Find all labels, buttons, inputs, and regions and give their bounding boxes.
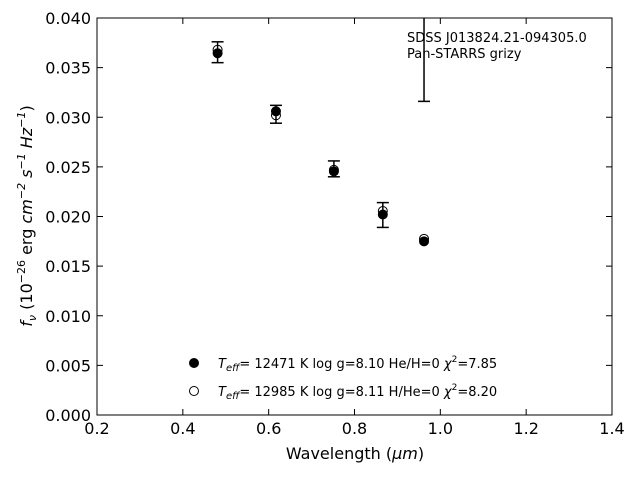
x-tick-label: 0.8 [342,419,367,438]
x-tick-label: 0.4 [170,419,195,438]
y-axis-label: fν (10−26 erg cm−2 s−1 Hz−1) [15,105,39,326]
data-point-open [212,44,223,55]
data-point-open [328,164,339,175]
x-axis-label: Wavelength (μm) [286,444,424,463]
data-point-open [270,110,281,121]
legend: Teff= 12471 K log g=8.10 He/H=0 χ2=7.85 … [189,355,497,402]
plot-frame [96,17,613,416]
x-tick-label: 1.2 [513,419,538,438]
data-point-open [377,206,388,217]
y-tick-label: 0.000 [45,406,91,425]
y-tick-label: 0.040 [45,9,91,28]
legend-marker-open [189,386,199,396]
data-point-filled [212,48,223,59]
data-point-filled [377,209,388,220]
legend-entry-1: Teff= 12471 K log g=8.10 He/H=0 χ2=7.85 [218,355,497,374]
x-tick-label: 0.2 [84,419,109,438]
annotation-object-name: SDSS J013824.21-094305.0 [407,31,587,46]
data-point-filled [270,106,281,117]
y-tick-label: 0.025 [45,158,91,177]
axis-ticks: 0.2 0.4 0.6 0.8 1.0 1.2 1.4 0.000 0.005 0.010 0.01… [45,9,625,438]
data-marks [211,18,431,247]
y-tick-label: 0.005 [45,356,91,375]
annotation-survey: Pan-STARRS grizy [407,47,522,62]
x-tick-label: 1.0 [428,419,453,438]
x-tick-label: 0.6 [256,419,281,438]
data-point-open [419,233,430,244]
y-tick-label: 0.035 [45,59,91,78]
x-tick-label: 1.4 [599,419,624,438]
legend-entry-2: Teff= 12985 K log g=8.11 H/He=0 χ2=8.20 [218,383,497,402]
legend-marker-filled [189,358,199,368]
y-tick-label: 0.020 [45,208,91,227]
y-tick-label: 0.030 [45,108,91,127]
data-point-filled [419,236,430,247]
y-tick-label: 0.015 [45,257,91,276]
y-tick-label: 0.010 [45,307,91,326]
